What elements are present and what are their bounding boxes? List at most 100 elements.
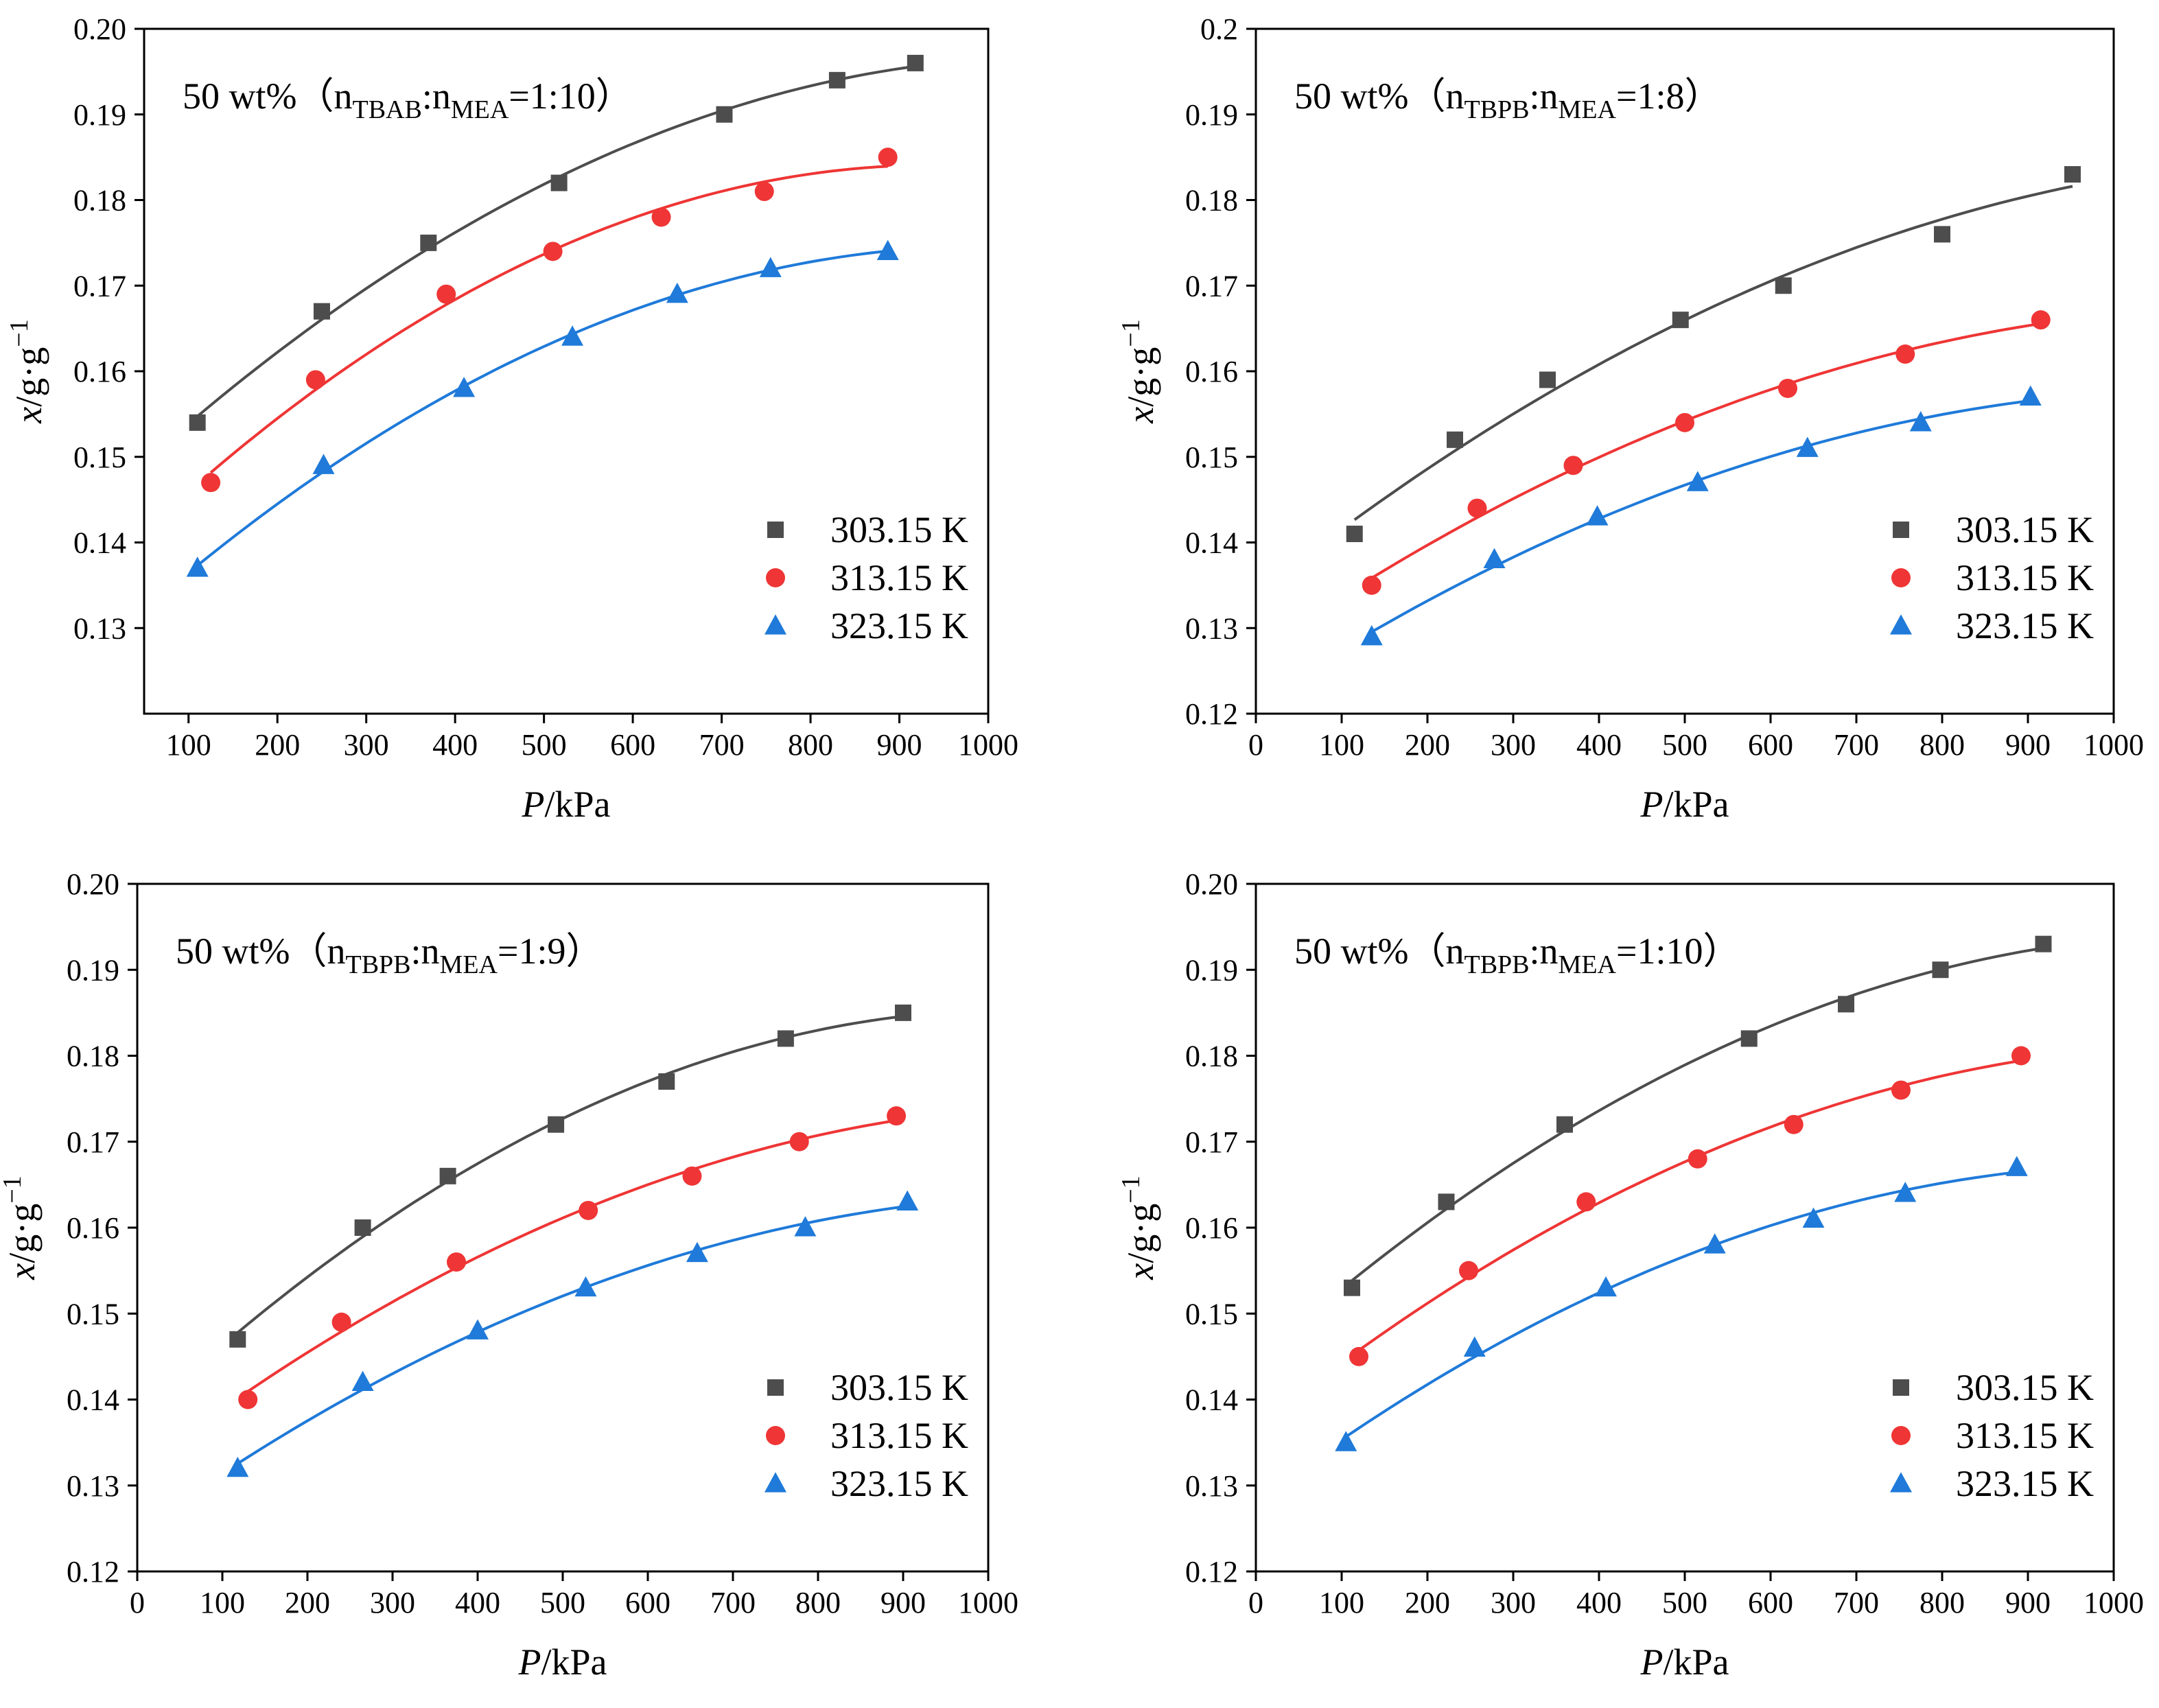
title-sub2: MEA: [440, 950, 498, 979]
y-axis-var: x: [8, 407, 49, 424]
series-32315: [226, 1190, 919, 1477]
x-tick-label: 700: [1834, 728, 1879, 762]
panel-title: 50 wt%（nTBAB:nMEA=1:10）: [183, 75, 633, 124]
chart-panel-2: 0 100 200 300 400 500 600 700 800 900 1000 0.12 0.13…: [1117, 12, 2144, 825]
panel-title: 50 wt%（nTBPB:nMEA=1:9）: [176, 931, 603, 979]
data-point: [759, 257, 782, 277]
y-axis-sup: −1: [1117, 1175, 1145, 1203]
x-tick-label: 400: [432, 728, 478, 762]
data-point: [716, 106, 733, 123]
x-tick-label: 600: [610, 728, 655, 762]
legend-marker: [1890, 614, 1912, 635]
x-axis-unit: /kPa: [1663, 784, 1729, 825]
x-tick-label: 0: [1248, 728, 1263, 762]
y-tick-label: 0.20: [1185, 867, 1238, 901]
x-tick-label: 500: [1662, 728, 1707, 762]
title-mid: :n: [411, 931, 440, 972]
fit-curve: [209, 165, 888, 474]
y-tick-label: 0.17: [73, 269, 126, 303]
data-point: [2035, 935, 2052, 952]
y-tick-label: 0.13: [1185, 611, 1238, 645]
data-point: [543, 242, 563, 261]
x-tick-label: 300: [1491, 728, 1536, 762]
data-point: [1586, 505, 1609, 526]
title-sub1: TBAB: [352, 95, 421, 124]
data-point: [436, 284, 456, 304]
x-tick-label: 0: [1248, 1586, 1263, 1619]
data-point: [1784, 1114, 1804, 1134]
series-30315: [1346, 166, 2081, 543]
x-tick-label: 300: [344, 728, 389, 762]
data-point: [1672, 312, 1689, 329]
data-point: [1595, 1276, 1617, 1297]
y-tick-label: 0.12: [1185, 697, 1238, 731]
y-axis-var: x: [1, 1263, 43, 1280]
data-point: [1778, 378, 1797, 398]
fit-curve: [237, 1204, 908, 1465]
x-axis-var: P: [1639, 1641, 1663, 1683]
y-tick-label: 0.17: [1185, 1125, 1238, 1159]
data-point: [1463, 1336, 1486, 1357]
y-axis-unit: /g·g: [1, 1204, 43, 1263]
y-tick-label: 0.16: [1185, 355, 1238, 388]
data-point: [1796, 436, 1819, 457]
series-32315: [1360, 385, 2042, 646]
title-suffix: =1:10）: [509, 75, 632, 117]
legend-marker: [1890, 1472, 1912, 1493]
y-tick-label: 0.14: [73, 526, 126, 560]
title-suffix: =1:9）: [498, 931, 603, 972]
legend-marker: [767, 522, 784, 538]
chart-panel-3: 0 100 200 300 400 500 600 700 800 900 1000 0.12 0.13…: [0, 867, 1018, 1683]
legend-label: 313.15 K: [830, 557, 968, 598]
data-point: [1459, 1261, 1478, 1280]
x-axis-title: P/kPa: [521, 784, 610, 825]
x-tick-label: 300: [370, 1586, 415, 1619]
x-tick-label: 700: [710, 1586, 756, 1619]
data-point: [313, 303, 330, 320]
data-point: [887, 1106, 907, 1126]
x-tick-label: 0: [130, 1586, 145, 1619]
data-point: [548, 1116, 565, 1133]
data-point: [878, 148, 898, 167]
series-30315: [229, 1004, 911, 1348]
y-tick-label: 0.19: [73, 98, 126, 132]
title-prefix: 50 wt%（n: [176, 931, 345, 972]
data-point: [447, 1252, 466, 1272]
data-point: [1362, 575, 1381, 595]
title-sub1: TBPB: [1464, 950, 1529, 979]
data-point: [1688, 1149, 1707, 1169]
data-point: [895, 1004, 911, 1021]
y-tick-label: 0.19: [1185, 98, 1238, 132]
x-tick-label: 500: [522, 728, 567, 762]
data-point: [1556, 1116, 1573, 1133]
title-suffix: =1:8）: [1616, 75, 1721, 117]
data-point: [1467, 498, 1487, 518]
legend-marker: [1891, 1426, 1911, 1445]
data-point: [2011, 1046, 2031, 1066]
data-point: [1675, 412, 1694, 432]
y-tick-label: 0.15: [1185, 1297, 1238, 1331]
data-point: [1539, 371, 1556, 388]
x-tick-label: 800: [1919, 1586, 1965, 1619]
x-tick-label: 700: [699, 728, 745, 762]
y-axis-sup: −1: [0, 1175, 27, 1203]
legend-label: 313.15 K: [830, 1415, 968, 1456]
legend-label: 313.15 K: [1956, 557, 2094, 598]
data-point: [754, 182, 774, 202]
legend-label: 323.15 K: [830, 605, 968, 646]
x-tick-label: 800: [788, 728, 833, 762]
title-sub2: MEA: [451, 95, 509, 124]
data-point: [189, 414, 206, 431]
data-point: [876, 239, 899, 260]
fit-curve: [247, 1119, 897, 1393]
data-point: [1576, 1192, 1596, 1212]
legend-marker: [766, 1426, 785, 1445]
x-tick-label: 400: [1576, 1586, 1622, 1619]
fit-curve: [1345, 1171, 2018, 1438]
x-tick-label: 100: [1319, 728, 1364, 762]
y-axis-sup: −1: [1117, 319, 1145, 347]
y-tick-label: 0.13: [67, 1469, 119, 1503]
data-point: [789, 1132, 809, 1151]
y-tick-label: 0.20: [73, 12, 126, 46]
